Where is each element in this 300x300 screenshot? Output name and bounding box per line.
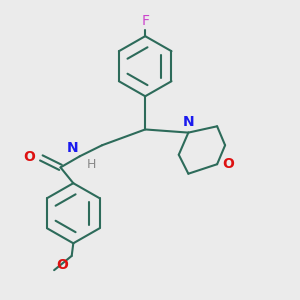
Text: N: N <box>182 115 194 129</box>
Text: F: F <box>141 14 149 28</box>
Text: O: O <box>57 257 68 272</box>
Text: H: H <box>87 158 96 171</box>
Text: O: O <box>222 157 234 171</box>
Text: O: O <box>24 150 36 164</box>
Text: N: N <box>67 141 78 155</box>
